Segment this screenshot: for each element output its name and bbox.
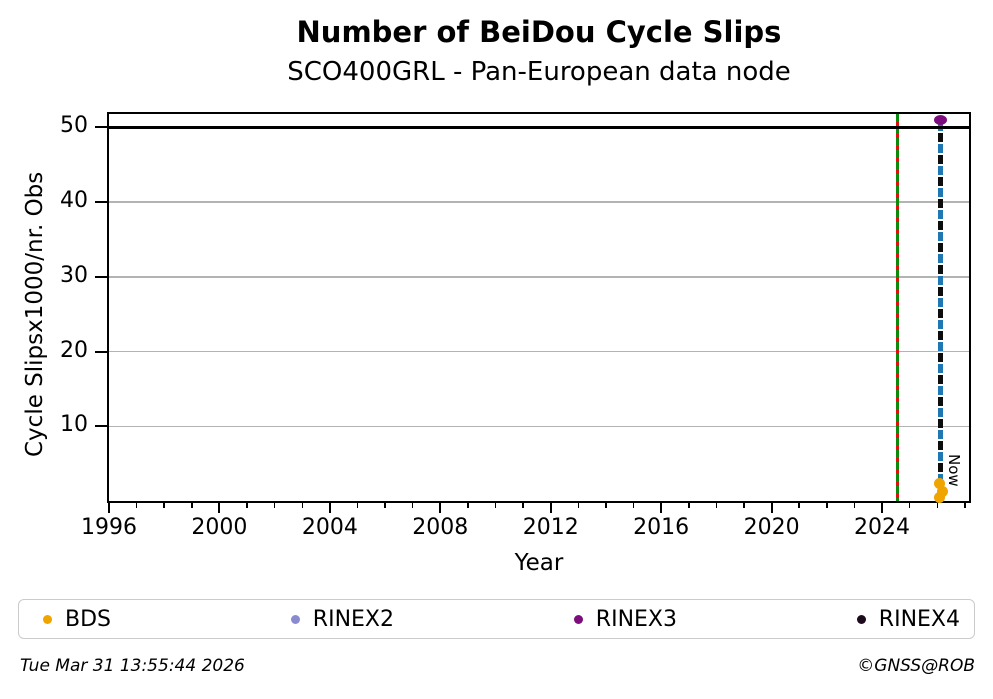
x-axis-minor-tick (632, 501, 635, 508)
x-axis-minor-tick (384, 501, 386, 508)
x-axis-minor-tick (743, 501, 745, 508)
x-axis-tick (328, 501, 331, 513)
x-axis-minor-tick (411, 501, 414, 508)
x-axis-tick (770, 501, 773, 513)
x-axis-tick (660, 501, 663, 513)
x-tick-label: 2020 (743, 515, 800, 540)
x-axis-minor-tick (715, 501, 718, 508)
gridline (109, 276, 969, 278)
x-axis-minor-tick (273, 501, 276, 508)
rinex2-marker-icon (290, 614, 300, 624)
y-tick-label: 30 (60, 262, 88, 288)
gridline (109, 350, 969, 353)
x-axis-minor-tick (798, 501, 800, 508)
x-tick-label: 2012 (522, 515, 579, 540)
y-axis-tick (95, 425, 107, 428)
y-axis-tick (95, 350, 107, 353)
x-axis-minor-tick (467, 501, 469, 508)
y-axis-tick (95, 275, 107, 278)
bds-marker-icon (43, 614, 52, 624)
plot-area: 10 20 30 40 50 1996 2000 2004 2008 2012 2016 2020 20… (60, 112, 971, 540)
x-axis-minor-tick (246, 501, 248, 508)
x-axis-minor-tick (494, 501, 497, 508)
timestamp: Tue Mar 31 13:55:44 2026 (20, 656, 245, 676)
legend-item-rinex4: RINEX4 (856, 606, 960, 632)
x-axis-minor-tick (577, 501, 580, 508)
x-axis-tick (881, 501, 884, 513)
y-axis-tick (95, 201, 107, 204)
y-tick-label: 10 (60, 412, 88, 438)
legend: BDS RINEX2 RINEX3 RINEX4 (18, 599, 975, 639)
x-axis-minor-tick (936, 501, 938, 508)
x-axis-minor-tick (964, 501, 966, 508)
x-tick-label: 2024 (854, 515, 911, 540)
x-axis-minor-tick (191, 501, 193, 508)
x-tick-label: 2000 (191, 515, 248, 540)
event-vline (895, 114, 899, 501)
rinex3-marker-icon (573, 614, 583, 624)
chart-subtitle: SCO400GRL - Pan-European data node (287, 57, 791, 87)
x-axis-minor-tick (688, 501, 690, 508)
cap-line (109, 125, 969, 129)
data-point-bds (936, 485, 948, 497)
x-axis-minor-tick (908, 501, 911, 508)
legend-label: BDS (65, 606, 111, 632)
legend-item-rinex3: RINEX3 (573, 606, 677, 632)
x-axis-minor-tick (301, 501, 303, 508)
legend-label: RINEX2 (312, 606, 394, 632)
y-tick-label: 20 (60, 337, 88, 363)
x-tick-label: 2008 (412, 515, 469, 540)
chart-title: Number of BeiDou Cycle Slips (296, 15, 782, 49)
y-axis-tick (95, 126, 107, 129)
x-tick-label: 2016 (633, 515, 690, 540)
x-axis-label: Year (514, 550, 564, 576)
x-axis-minor-tick (853, 501, 856, 508)
rinex4-marker-icon (856, 614, 866, 624)
x-axis-minor-tick (163, 501, 165, 508)
x-tick-label: 2004 (301, 515, 358, 540)
y-tick-label: 50 (60, 113, 88, 139)
x-axis-minor-tick (356, 501, 359, 508)
legend-item-rinex2: RINEX2 (290, 606, 394, 632)
y-tick-label: 40 (60, 188, 88, 214)
data-point-rinex3 (934, 114, 948, 125)
legend-label: RINEX4 (878, 606, 960, 632)
copyright: ©GNSS@ROB (857, 656, 975, 676)
x-axis-tick (439, 501, 442, 513)
legend-label: RINEX3 (595, 606, 677, 632)
now-vline (938, 121, 943, 501)
x-axis-tick (549, 501, 552, 513)
data-point-bds (933, 477, 945, 489)
data-point-bds (933, 491, 945, 503)
x-axis-tick (108, 501, 110, 513)
x-axis-minor-tick (826, 501, 828, 508)
gridline (109, 425, 969, 427)
x-axis-minor-tick (605, 501, 607, 508)
gridline (109, 201, 969, 203)
x-axis-minor-tick (135, 501, 138, 508)
x-axis-tick (218, 501, 221, 513)
now-label: Now (944, 454, 963, 487)
x-axis-minor-tick (522, 501, 524, 508)
x-tick-label: 1996 (81, 515, 137, 540)
legend-item-bds: BDS (43, 607, 111, 632)
